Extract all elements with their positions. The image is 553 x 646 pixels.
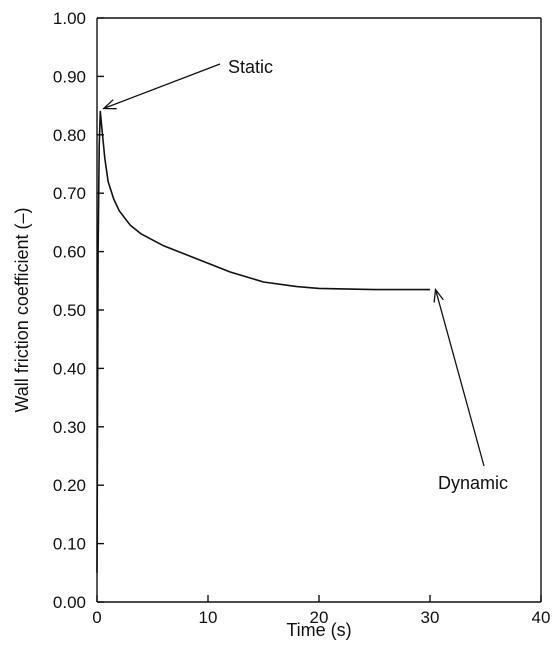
y-tick-label: 0.10 xyxy=(53,535,86,554)
y-tick-label: 0.20 xyxy=(53,476,86,495)
x-tick-label: 40 xyxy=(532,608,551,627)
x-tick-label: 20 xyxy=(310,608,329,627)
y-axis-label: Wall friction coefficient (–) xyxy=(12,207,32,412)
annotation-arrowhead xyxy=(102,99,117,110)
annotation-arrowhead xyxy=(433,287,444,303)
y-tick-label: 0.70 xyxy=(53,184,86,203)
y-tick-label: 0.60 xyxy=(53,243,86,262)
y-tick-label: 0.00 xyxy=(53,593,86,612)
series-layer xyxy=(96,110,430,573)
x-tick-label: 10 xyxy=(199,608,218,627)
plot-area xyxy=(96,17,542,603)
x-axis-ticks: 0 10 20 30 40 xyxy=(92,595,550,627)
series-line xyxy=(96,110,430,573)
annotation-label: Dynamic xyxy=(438,473,508,493)
x-axis-label: Time (s) xyxy=(286,620,351,640)
x-tick-label: 0 xyxy=(92,608,101,627)
y-tick-label: 0.90 xyxy=(53,67,86,86)
y-tick-label: 0.80 xyxy=(53,126,86,145)
y-tick-label: 0.50 xyxy=(53,301,86,320)
annotation-arrow xyxy=(434,289,485,467)
y-tick-label: 0.30 xyxy=(53,418,86,437)
y-tick-label: 1.00 xyxy=(53,9,86,28)
annotation-arrow xyxy=(103,63,221,110)
annotation-label: Static xyxy=(228,57,273,77)
annotations: Static Dynamic xyxy=(102,57,508,493)
y-tick-label: 0.40 xyxy=(53,359,86,378)
x-tick-label: 30 xyxy=(421,608,440,627)
y-axis-ticks: 0.00 0.10 0.20 0.30 0.40 0.50 0.60 0.70 0.80 0.90… xyxy=(53,9,104,612)
